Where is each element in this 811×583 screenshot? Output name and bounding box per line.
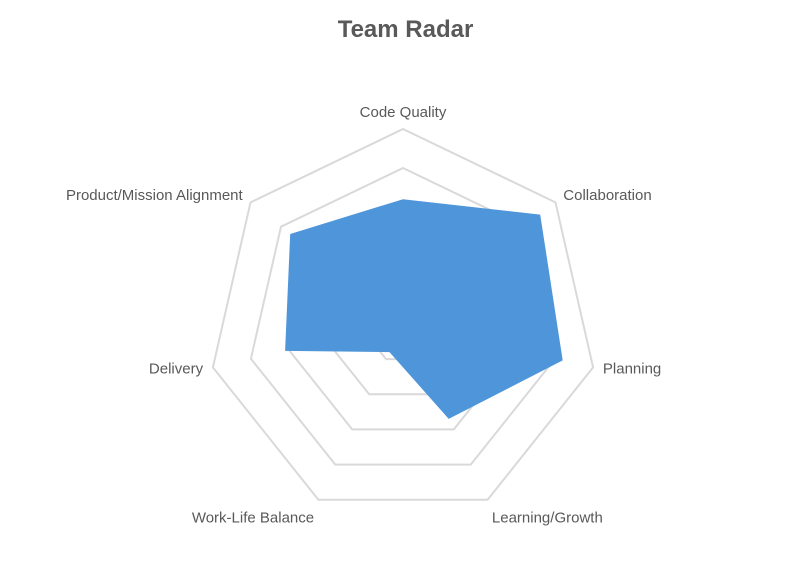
category-label-1: Code Quality bbox=[360, 104, 447, 121]
category-label-7: Product/Mission Alignment bbox=[66, 187, 244, 204]
category-label-6: Delivery bbox=[149, 361, 204, 378]
category-label-4: Learning/Growth bbox=[492, 510, 603, 527]
chart-title: Team Radar bbox=[337, 16, 474, 43]
series-area-1 bbox=[285, 199, 563, 419]
gridline-ring-5 bbox=[211, 127, 595, 501]
category-label-5: Work-Life Balance bbox=[192, 510, 314, 527]
category-label-2: Collaboration bbox=[563, 187, 651, 204]
category-label-3: Planning bbox=[603, 361, 661, 378]
